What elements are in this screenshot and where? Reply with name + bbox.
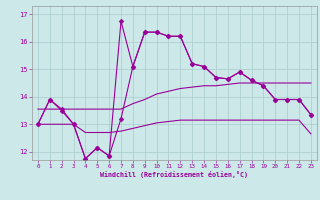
X-axis label: Windchill (Refroidissement éolien,°C): Windchill (Refroidissement éolien,°C)	[100, 171, 248, 178]
